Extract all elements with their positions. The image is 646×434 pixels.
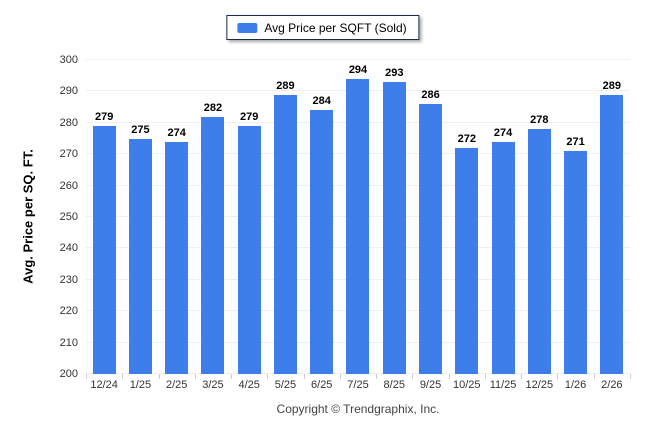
x-axis-tick xyxy=(521,374,523,379)
x-axis-tick xyxy=(412,374,414,379)
bar-3/25[interactable] xyxy=(201,116,225,374)
bar-slot: 294 xyxy=(340,60,376,374)
bar-slot: 289 xyxy=(594,60,630,374)
bar-slot: 274 xyxy=(159,60,195,374)
y-tick-label: 260 xyxy=(59,179,78,192)
bar-value-label: 279 xyxy=(240,110,259,123)
plot-area: 279 275 274 282 279 289 284 294 293 286 272 274 278 2… xyxy=(86,59,630,374)
bar-value-label: 274 xyxy=(493,126,513,139)
legend[interactable]: Avg Price per SQFT (Sold) xyxy=(226,15,420,40)
copyright-text: Copyright © Trendgraphix, Inc. xyxy=(276,402,440,416)
x-tick-label: 12/24 xyxy=(90,379,118,391)
bar-value-label: 282 xyxy=(203,101,223,114)
bar-11/25[interactable] xyxy=(491,141,515,374)
x-tick-label: 11/25 xyxy=(489,379,517,391)
y-tick-label: 280 xyxy=(59,116,78,129)
x-tick-label: 5/25 xyxy=(274,379,297,391)
x-axis-tick xyxy=(122,374,124,379)
bar-value-label: 284 xyxy=(312,95,331,108)
bars-layer: 279 275 274 282 279 289 284 294 293 286 272 274 278 2… xyxy=(86,60,630,374)
bar-slot: 271 xyxy=(557,60,593,374)
x-tick-label: 10/25 xyxy=(453,379,481,391)
bar-slot: 279 xyxy=(86,60,122,374)
bar-5/25[interactable] xyxy=(273,94,297,374)
bar-value-label: 294 xyxy=(348,63,368,76)
x-axis-tick xyxy=(86,374,87,379)
bar-value-label: 286 xyxy=(421,88,440,101)
x-tick-label: 3/25 xyxy=(202,379,224,391)
bar-value-label: 278 xyxy=(530,114,549,127)
x-axis-tick xyxy=(484,374,486,379)
y-tick-label: 220 xyxy=(59,305,78,318)
x-tick-label: 8/25 xyxy=(383,379,405,391)
x-axis-tick xyxy=(231,374,233,379)
bar-slot: 293 xyxy=(376,60,412,374)
x-axis-tick xyxy=(593,374,595,379)
x-tick-label: 2/26 xyxy=(601,379,623,391)
bar-1/25[interactable] xyxy=(128,138,152,374)
bar-value-label: 289 xyxy=(602,79,622,92)
bar-2/26[interactable] xyxy=(600,94,624,374)
x-axis-tick xyxy=(303,374,305,379)
legend-swatch-icon xyxy=(237,22,258,33)
x-tick-label: 2/25 xyxy=(165,379,188,391)
x-axis-tick-labels: 12/24 1/25 2/25 3/25 4/25 5/25 6/25 7/25 8/25 9/2… xyxy=(86,379,630,391)
bar-value-label: 275 xyxy=(131,123,150,136)
bar-12/24[interactable] xyxy=(92,125,116,374)
x-tick-label: 4/25 xyxy=(238,379,260,391)
bar-slot: 286 xyxy=(412,60,448,374)
x-tick-label: 7/25 xyxy=(347,379,369,391)
bar-slot: 279 xyxy=(231,60,267,374)
bar-value-label: 279 xyxy=(94,110,114,123)
x-axis-tick xyxy=(339,374,341,379)
x-axis-tick xyxy=(448,374,450,379)
x-tick-label: 1/25 xyxy=(129,379,152,391)
bar-slot: 275 xyxy=(122,60,158,374)
bar-9/25[interactable] xyxy=(419,103,443,374)
bar-value-label: 293 xyxy=(385,66,404,79)
bar-2/25[interactable] xyxy=(165,141,189,374)
bar-slot: 289 xyxy=(267,60,303,374)
x-axis-tick xyxy=(267,374,269,379)
y-tick-label: 230 xyxy=(59,273,78,286)
bar-slot: 272 xyxy=(449,60,485,374)
bar-10/25[interactable] xyxy=(455,147,479,374)
bar-value-label: 289 xyxy=(276,79,295,92)
y-tick-label: 290 xyxy=(59,85,78,98)
y-tick-label: 240 xyxy=(59,242,78,255)
bar-slot: 284 xyxy=(304,60,340,374)
y-tick-label: 210 xyxy=(59,336,78,349)
bar-slot: 278 xyxy=(521,60,557,374)
bar-value-label: 272 xyxy=(457,132,476,145)
bar-slot: 282 xyxy=(195,60,231,374)
x-tick-label: 12/25 xyxy=(525,379,554,391)
bar-12/25[interactable] xyxy=(527,129,551,374)
x-axis-tick xyxy=(557,374,559,379)
x-axis-tick xyxy=(194,374,196,379)
bar-7/25[interactable] xyxy=(346,78,370,374)
x-tick-label: 6/25 xyxy=(311,379,333,391)
x-tick-label: 1/26 xyxy=(564,379,587,391)
y-tick-label: 300 xyxy=(59,54,78,66)
bar-8/25[interactable] xyxy=(382,81,406,374)
bar-value-label: 271 xyxy=(566,136,585,149)
bar-1/26[interactable] xyxy=(564,151,588,374)
x-tick-label: 9/25 xyxy=(419,379,442,391)
y-tick-label: 200 xyxy=(59,368,78,380)
bar-slot: 274 xyxy=(485,60,521,374)
bar-6/25[interactable] xyxy=(310,110,334,374)
y-tick-label: 250 xyxy=(59,211,78,223)
x-axis-tick xyxy=(630,374,631,379)
x-axis-tick xyxy=(376,374,378,379)
bar-4/25[interactable] xyxy=(237,125,261,374)
bar-value-label: 274 xyxy=(167,126,186,139)
legend-label: Avg Price per SQFT (Sold) xyxy=(264,20,407,35)
gridline xyxy=(86,59,630,60)
y-tick-label: 270 xyxy=(59,148,78,161)
x-axis-tick xyxy=(158,374,160,379)
